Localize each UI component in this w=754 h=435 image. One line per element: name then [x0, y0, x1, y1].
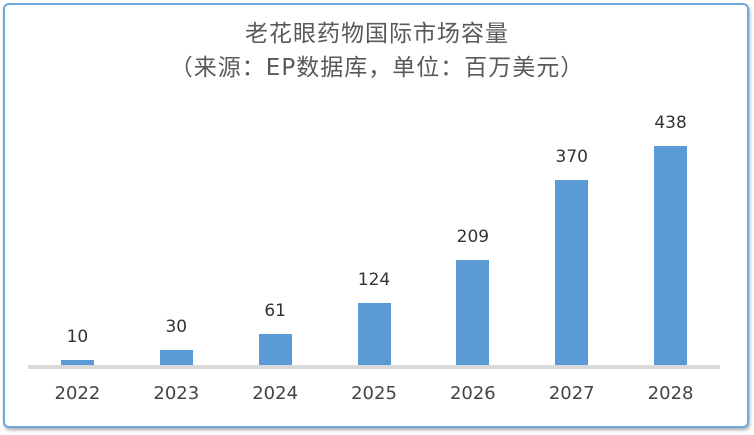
bar: [258, 334, 292, 365]
bar: [357, 303, 391, 365]
bar-value-label: 30: [165, 317, 188, 337]
bar: [456, 260, 490, 365]
x-axis-line: [28, 365, 720, 369]
bar-column: 370: [522, 100, 621, 365]
bar-column: 61: [226, 100, 325, 365]
bar-value-label: 10: [66, 327, 89, 347]
x-axis-labels: 2022 2023 2024 2025 2026 2027 2028: [28, 383, 720, 405]
bar-value-label: 124: [357, 270, 391, 290]
bar-column: 30: [127, 100, 226, 365]
bar-value-label: 61: [264, 301, 286, 321]
x-axis-label: 2027: [548, 383, 595, 404]
bar: [159, 350, 193, 365]
bar: [60, 360, 94, 365]
bar-value-label: 438: [654, 113, 687, 133]
bar: [654, 146, 688, 365]
chart-subtitle: （来源：EP数据库，单位：百万美元）: [169, 55, 585, 81]
chart-title: 老花眼药物国际市场容量: [245, 21, 509, 47]
bar-column: 10: [28, 100, 127, 365]
bar-value-label: 370: [555, 147, 588, 167]
x-axis-label: 2023: [153, 383, 200, 404]
x-axis-label: 2026: [449, 383, 496, 404]
bar-column: 438: [621, 100, 720, 365]
x-axis-label: 2022: [54, 383, 101, 404]
x-axis-label: 2025: [351, 383, 397, 404]
bar-value-label: 209: [456, 227, 490, 247]
bar-column: 124: [325, 100, 424, 365]
x-axis-label: 2024: [252, 383, 299, 404]
bar-column: 209: [423, 100, 522, 365]
bar: [555, 180, 589, 365]
x-axis-label: 2028: [647, 383, 694, 404]
plot-area: 10 30 61 124 209 370 438: [28, 100, 720, 365]
